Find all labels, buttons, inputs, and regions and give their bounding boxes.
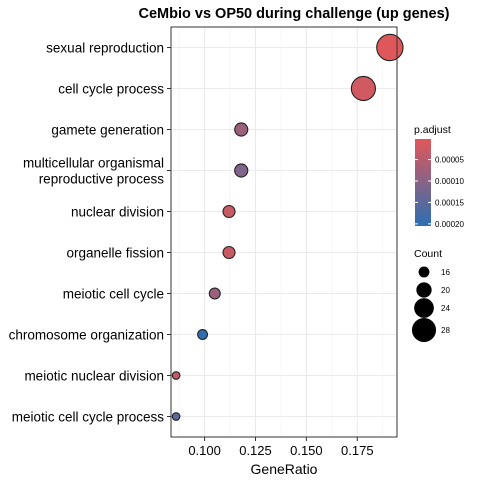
- size-legend-label: 16: [441, 268, 450, 277]
- size-legend: Count 16 20 24 28: [411, 248, 450, 343]
- y-tick-label: multicellular organismal: [23, 156, 164, 171]
- colorbar: [415, 139, 431, 226]
- data-point: [350, 75, 377, 102]
- x-tick-label: 0.100: [188, 443, 221, 458]
- data-point: [222, 204, 236, 219]
- data-point: [208, 287, 221, 300]
- data-point: [234, 163, 249, 178]
- y-tick-label: meiotic nuclear division: [24, 369, 164, 384]
- x-axis-title: GeneRatio: [251, 461, 318, 477]
- minor-grid: [178, 27, 384, 437]
- plot-panel: [170, 26, 404, 438]
- data-point: [197, 329, 209, 340]
- y-tick-label: meiotic cell cycle: [63, 287, 164, 302]
- y-tick-label: cell cycle process: [58, 82, 164, 97]
- colorbar-label: 0.00005: [435, 156, 464, 165]
- x-tick-label: 0.175: [341, 443, 374, 458]
- y-tick-label: nuclear division: [71, 205, 164, 220]
- data-point: [222, 245, 236, 260]
- y-tick-label: sexual reproduction: [46, 41, 164, 56]
- y-tick-label: gamete generation: [51, 123, 164, 138]
- y-axis: sexual reproduction cell cycle process gam…: [9, 41, 171, 425]
- color-legend-title: p.adjust: [414, 124, 451, 136]
- chart-title: CeMbio vs OP50 during challenge (up gene…: [139, 6, 450, 22]
- x-tick-label: 0.150: [290, 443, 323, 458]
- y-tick-label: meiotic cell cycle process: [12, 410, 165, 425]
- y-tick-label: reproductive process: [39, 172, 165, 187]
- size-legend-point: [414, 298, 434, 318]
- data-point: [171, 371, 181, 380]
- size-legend-point: [418, 266, 430, 278]
- colorbar-label: 0.00020: [435, 220, 464, 229]
- y-tick-label: chromosome organization: [9, 328, 164, 343]
- size-legend-label: 28: [441, 326, 450, 335]
- panel-border: [170, 26, 398, 438]
- size-legend-label: 24: [441, 304, 450, 313]
- data-points: [171, 33, 404, 421]
- data-point: [376, 33, 404, 62]
- size-legend-label: 20: [441, 286, 450, 295]
- size-legend-point: [411, 317, 437, 343]
- x-tick-label: 0.125: [239, 443, 272, 458]
- colorbar-label: 0.00015: [435, 198, 464, 207]
- x-axis: 0.100 0.125 0.150 0.175: [188, 437, 374, 458]
- y-tick-label: organelle fission: [66, 246, 164, 261]
- data-point: [234, 122, 249, 137]
- data-point: [171, 412, 181, 421]
- colorbar-label: 0.00010: [435, 177, 464, 186]
- color-legend: p.adjust 0.00005 0.00010 0.00015 0.00020: [414, 124, 464, 229]
- size-legend-title: Count: [414, 248, 442, 260]
- size-legend-point: [416, 282, 432, 298]
